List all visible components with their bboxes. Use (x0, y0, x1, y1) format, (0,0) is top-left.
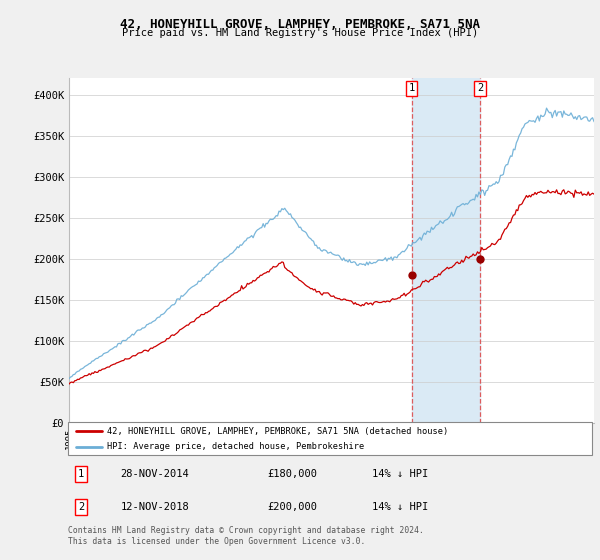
Text: 28-NOV-2014: 28-NOV-2014 (120, 469, 189, 479)
Text: 14% ↓ HPI: 14% ↓ HPI (372, 469, 428, 479)
FancyBboxPatch shape (68, 422, 592, 455)
Text: HPI: Average price, detached house, Pembrokeshire: HPI: Average price, detached house, Pemb… (107, 442, 364, 451)
Text: 2: 2 (78, 502, 84, 512)
Text: Contains HM Land Registry data © Crown copyright and database right 2024.
This d: Contains HM Land Registry data © Crown c… (68, 526, 424, 546)
Text: 14% ↓ HPI: 14% ↓ HPI (372, 502, 428, 512)
Text: 1: 1 (78, 469, 84, 479)
Text: £180,000: £180,000 (267, 469, 317, 479)
Text: Price paid vs. HM Land Registry's House Price Index (HPI): Price paid vs. HM Land Registry's House … (122, 28, 478, 38)
Text: 2: 2 (477, 83, 483, 94)
Text: £200,000: £200,000 (267, 502, 317, 512)
Bar (412, 78, 480, 423)
Text: 42, HONEYHILL GROVE, LAMPHEY, PEMBROKE, SA71 5NA (detached house): 42, HONEYHILL GROVE, LAMPHEY, PEMBROKE, … (107, 427, 448, 436)
Text: 42, HONEYHILL GROVE, LAMPHEY, PEMBROKE, SA71 5NA: 42, HONEYHILL GROVE, LAMPHEY, PEMBROKE, … (120, 18, 480, 31)
Text: 1: 1 (409, 83, 415, 94)
Text: 12-NOV-2018: 12-NOV-2018 (120, 502, 189, 512)
